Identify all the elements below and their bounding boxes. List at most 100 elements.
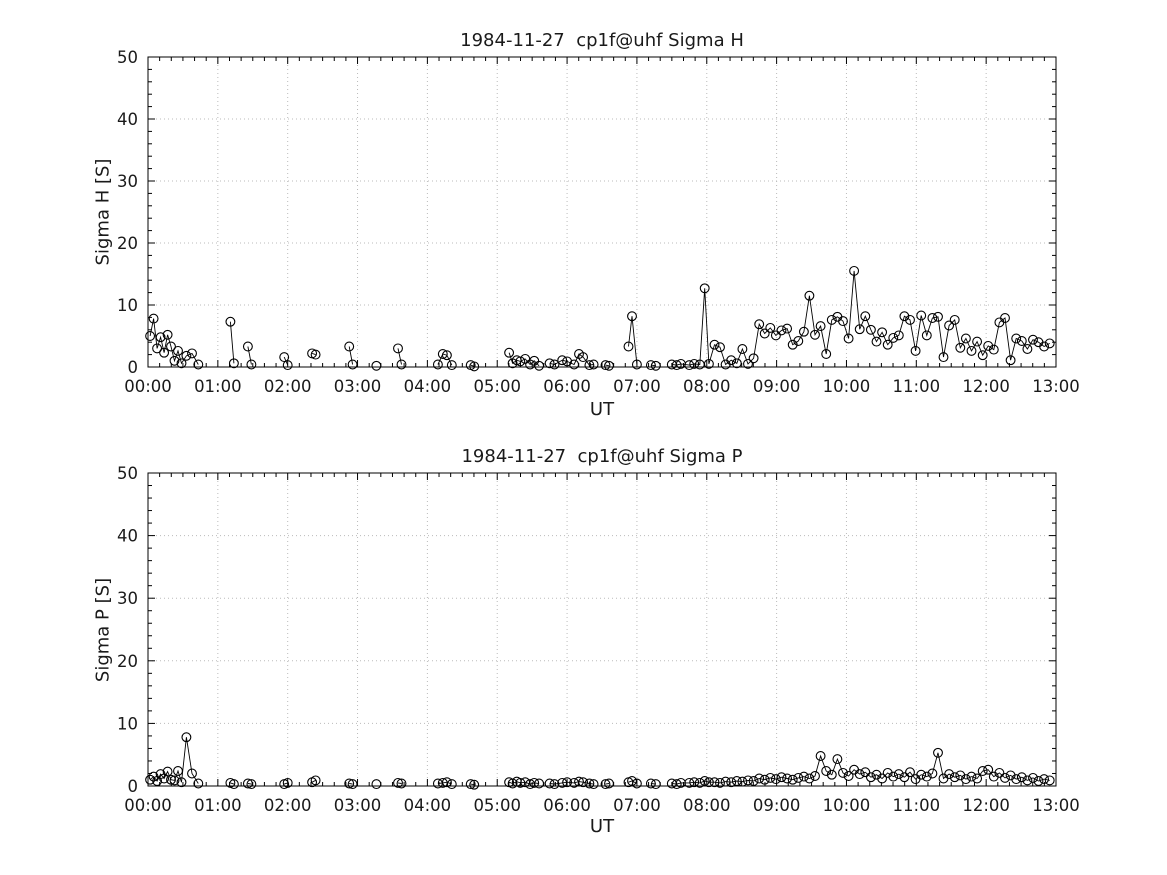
- data-point: [804, 773, 815, 784]
- x-tick-label: 01:00: [194, 796, 242, 815]
- data-point: [860, 311, 871, 322]
- y-tick-label: 0: [128, 358, 139, 377]
- data-point: [469, 779, 480, 790]
- data-point: [949, 772, 960, 783]
- x-tick-label: 03:00: [334, 377, 382, 396]
- data-point: [549, 359, 560, 370]
- data-point: [754, 319, 765, 330]
- x-tick-label: 05:00: [473, 377, 521, 396]
- data-point: [916, 769, 927, 780]
- data-point: [631, 778, 642, 789]
- x-tick-label: 10:00: [823, 796, 871, 815]
- data-point: [726, 777, 737, 788]
- data-point: [787, 774, 798, 785]
- data-point: [441, 350, 452, 361]
- ticks: [147, 56, 1057, 368]
- data-point: [310, 349, 321, 360]
- data-point: [977, 766, 988, 776]
- data-point: [893, 769, 904, 780]
- y-tick-label: 0: [128, 777, 139, 796]
- data-point: [162, 766, 173, 777]
- x-tick-label: 03:00: [334, 796, 382, 815]
- data-point: [159, 347, 170, 358]
- data-point: [246, 779, 257, 790]
- data-line: [247, 783, 252, 785]
- data-point: [193, 359, 204, 370]
- x-tick-label: 01:00: [194, 377, 242, 396]
- data-point: [1016, 336, 1027, 346]
- data-point: [588, 359, 599, 370]
- data-point: [699, 776, 710, 786]
- data-line: [397, 782, 402, 784]
- data-point: [623, 341, 634, 352]
- data-point: [371, 779, 382, 790]
- data-point: [938, 352, 949, 363]
- data-line: [549, 353, 594, 366]
- data-point: [877, 327, 888, 338]
- data-point: [166, 341, 176, 352]
- data-line: [628, 780, 638, 784]
- data-line: [349, 783, 353, 785]
- x-tick-label: 11:00: [893, 796, 941, 815]
- data-point: [228, 779, 239, 790]
- data-point: [627, 776, 637, 786]
- data-point: [684, 360, 695, 371]
- data-point: [1022, 344, 1033, 354]
- data-point: [176, 777, 187, 788]
- sigma-p-xlabel: UT: [589, 816, 615, 837]
- data-point: [770, 774, 781, 785]
- x-tick-label: 11:00: [893, 377, 941, 396]
- data-line: [311, 352, 316, 356]
- data-point: [905, 314, 915, 325]
- data-line: [437, 353, 453, 366]
- data-point: [1016, 772, 1027, 783]
- data-point: [893, 330, 904, 341]
- data-point: [578, 777, 589, 788]
- data-point: [282, 360, 293, 371]
- x-tick-label: 07:00: [613, 377, 661, 396]
- data-point: [882, 767, 893, 778]
- data-point: [921, 330, 932, 341]
- data-point: [396, 359, 407, 370]
- data-line: [437, 781, 452, 785]
- data-point: [826, 769, 837, 780]
- data-point: [737, 776, 748, 787]
- data-point: [720, 776, 731, 787]
- data-line: [311, 779, 316, 783]
- data-point: [776, 325, 787, 336]
- data-point: [631, 359, 642, 370]
- data-point: [520, 353, 531, 364]
- data-point: [446, 779, 457, 790]
- data-point: [529, 777, 540, 788]
- data-point: [600, 779, 611, 790]
- data-point: [396, 778, 407, 789]
- data-point: [737, 344, 748, 354]
- data-point: [187, 348, 197, 359]
- data-point: [1000, 772, 1010, 783]
- data-point: [821, 766, 832, 776]
- data-line: [628, 316, 638, 365]
- data-point: [916, 310, 927, 321]
- data-point: [888, 332, 899, 343]
- data-point: [921, 771, 932, 782]
- data-point: [282, 777, 293, 788]
- data-point: [994, 767, 1005, 778]
- data-point: [193, 778, 204, 789]
- data-point: [557, 355, 568, 366]
- data-point: [279, 352, 290, 363]
- data-point: [347, 779, 358, 790]
- data-point: [371, 360, 382, 371]
- data-point: [469, 361, 480, 372]
- sigma-p-plot: 00:00 01:00 02:00 03:00 04:00 05:00 06:00 07:00…: [117, 464, 1080, 815]
- data-point: [1044, 338, 1055, 349]
- x-tick-label: 06:00: [543, 796, 591, 815]
- x-tick-label: 05:00: [473, 796, 521, 815]
- y-tick-label: 50: [117, 48, 138, 67]
- data-point: [1033, 776, 1044, 786]
- data-point: [810, 771, 820, 781]
- data-point: [949, 314, 960, 325]
- data-point: [793, 772, 804, 783]
- data-point: [1005, 770, 1016, 781]
- data-point: [1039, 341, 1050, 352]
